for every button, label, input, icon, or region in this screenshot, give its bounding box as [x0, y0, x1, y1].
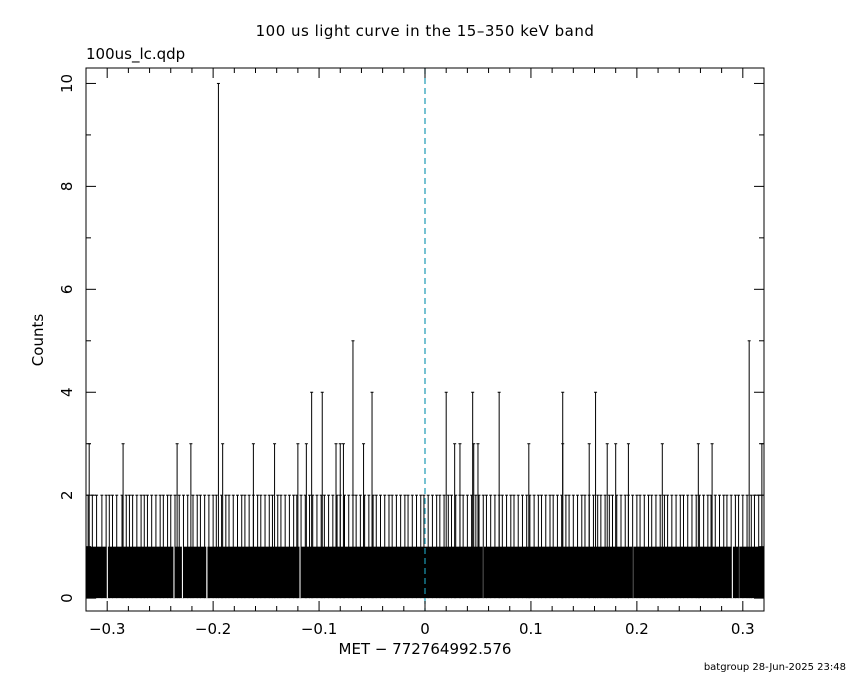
zero-count-bin — [731, 546, 733, 599]
x-tick-label: 0 — [420, 620, 430, 638]
zero-count-bin — [181, 546, 184, 599]
zero-count-bin — [299, 546, 301, 599]
zero-count-bin — [106, 546, 108, 599]
zero-count-bin — [173, 546, 175, 599]
zero-count-bin — [206, 546, 208, 599]
y-tick-label: 2 — [58, 490, 76, 500]
y-tick-label: 8 — [58, 182, 76, 192]
x-tick-label: −0.3 — [89, 620, 125, 638]
axis-ticks — [86, 68, 764, 611]
x-axis-label: MET − 772764992.576 — [338, 640, 512, 658]
y-tick-label: 6 — [58, 285, 76, 295]
x-tick-label: 0.2 — [625, 620, 649, 638]
y-tick-label: 4 — [58, 387, 76, 397]
y-tick-label: 0 — [58, 593, 76, 603]
y-tick-label: 10 — [58, 74, 76, 93]
axis-tick-labels: −0.3 −0.2 −0.1 0 0.1 0.2 0.3 0 2 4 6 8 10 — [58, 74, 755, 638]
chart-title: 100 us light curve in the 15–350 keV ban… — [255, 22, 595, 40]
x-tick-label: −0.1 — [301, 620, 337, 638]
x-tick-label: 0.3 — [731, 620, 755, 638]
footer-stamp: batgroup 28-Jun-2025 23:48 — [703, 662, 846, 673]
y-axis-label: Counts — [29, 313, 47, 367]
file-label: 100us_lc.qdp — [86, 45, 186, 63]
x-tick-label: 0.1 — [519, 620, 543, 638]
x-tick-label: −0.2 — [195, 620, 231, 638]
